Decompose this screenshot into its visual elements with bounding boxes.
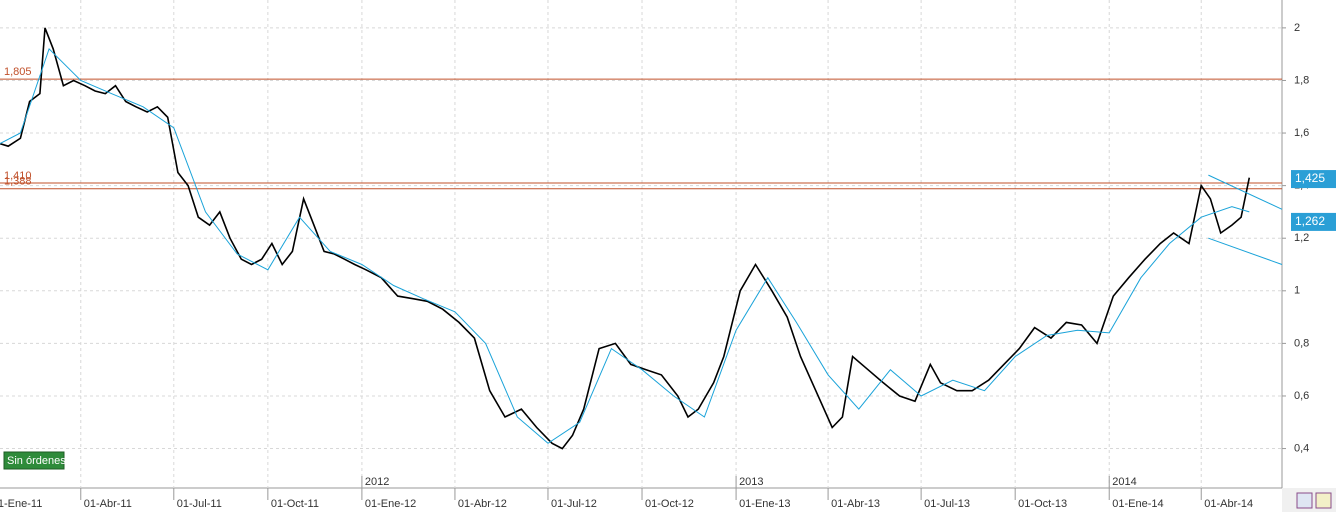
- x-tick-label: 01-Jul-11: [177, 498, 222, 510]
- year-label: 2014: [1112, 476, 1136, 488]
- level-label: 1,805: [4, 66, 32, 78]
- x-tick-label: 01-Ene-13: [739, 498, 790, 510]
- price-line: [0, 47, 1250, 444]
- x-tick-label: 01-Jul-13: [924, 498, 970, 510]
- y-tick-label: 0,6: [1294, 390, 1309, 402]
- trendline: [1208, 237, 1283, 265]
- x-tick-label: 01-Ene-11: [0, 498, 42, 510]
- y-tick-label: 1: [1294, 285, 1300, 297]
- y-tick-label: 1,8: [1294, 74, 1309, 86]
- y-tick-label: 0,8: [1294, 337, 1309, 349]
- x-tick-label: 01-Ene-12: [365, 498, 416, 510]
- status-box: [3, 451, 65, 470]
- y-tick-label: 2: [1294, 22, 1300, 34]
- level-label: 1,410: [4, 170, 32, 182]
- x-tick-label: 01-Abr-11: [84, 498, 132, 510]
- status-text: Sin órdenes: [7, 455, 66, 467]
- save-button[interactable]: [1296, 492, 1313, 509]
- level-label: 1,388: [4, 176, 32, 188]
- x-tick-label: 01-Oct-11: [271, 498, 319, 510]
- year-label: 2012: [365, 476, 389, 488]
- price-tag: [1291, 170, 1336, 189]
- y-tick-label: 1,6: [1294, 127, 1309, 139]
- x-tick-label: 01-Ene-14: [1112, 498, 1163, 510]
- trendline: [1208, 174, 1283, 210]
- x-tick-label: 01-Abr-12: [458, 498, 507, 510]
- x-tick-label: 01-Abr-14: [1204, 498, 1253, 510]
- y-tick-label: 1,2: [1294, 232, 1309, 244]
- price-tag-label: 1,425: [1295, 171, 1325, 185]
- pin-button[interactable]: [1315, 492, 1332, 509]
- x-tick-label: 01-Jul-12: [551, 498, 597, 510]
- year-label: 2013: [739, 476, 763, 488]
- price-line: [0, 27, 1251, 450]
- price-tag-label: 1,262: [1295, 214, 1325, 228]
- x-tick-label: 01-Abr-13: [831, 498, 880, 510]
- x-tick-label: 01-Oct-12: [645, 498, 694, 510]
- y-tick-label: 0,4: [1294, 442, 1309, 454]
- x-tick-label: 01-Oct-13: [1018, 498, 1067, 510]
- price-tag: [1291, 212, 1336, 231]
